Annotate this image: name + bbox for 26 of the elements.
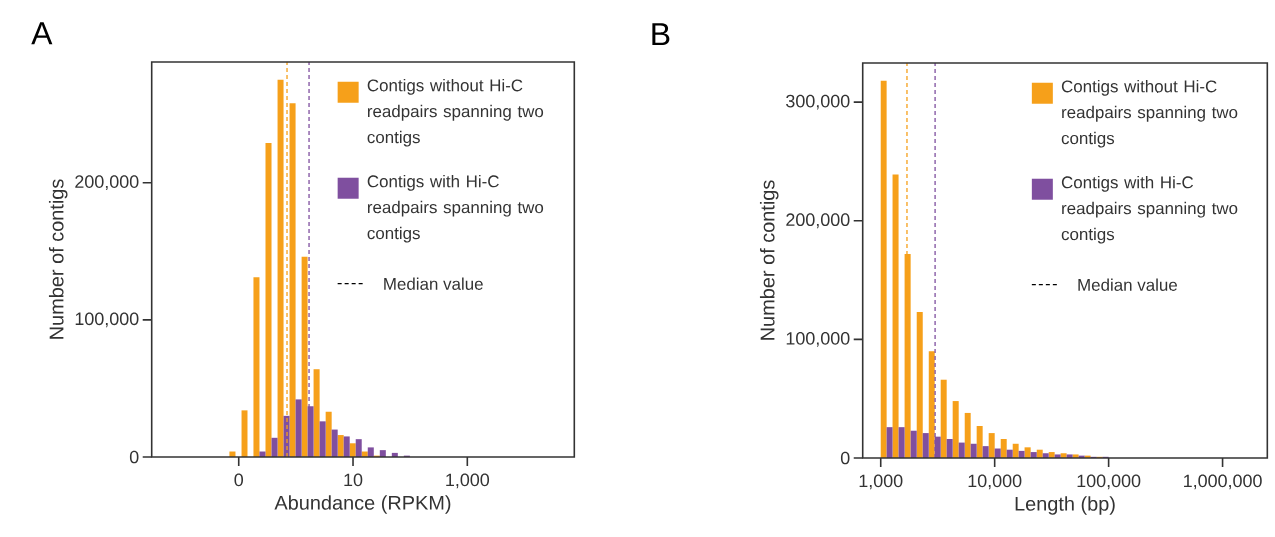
y-tick-label: 0 <box>129 450 139 464</box>
x-tick-label: 10 <box>344 473 363 487</box>
legend-label: Contigs with Hi-C readpairs spanning two contigs <box>367 174 544 243</box>
y-tick-label: 100,000 <box>786 331 850 347</box>
x-tick-label: 0 <box>234 473 244 487</box>
y-tick-label: 200,000 <box>786 213 850 229</box>
y-tick-label: 200,000 <box>75 175 139 191</box>
y-tick-label: 0 <box>840 451 850 465</box>
y-tick-label: 100,000 <box>75 312 139 328</box>
x-tick-label: 1,000 <box>859 474 903 490</box>
chart-title: B <box>652 23 670 46</box>
chart-title: A <box>31 22 53 45</box>
x-tick-label: 1,000 <box>446 473 490 489</box>
annotation: Median value <box>384 277 483 290</box>
annotation: Median value <box>1078 278 1177 291</box>
y-axis-title: Number of contigs <box>48 179 68 339</box>
legend-label: Contigs without Hi-C readpairs spanning two contigs <box>1061 79 1238 148</box>
x-axis-title: Length (bp) <box>1015 496 1115 515</box>
x-axis-title: Abundance (RPKM) <box>274 495 451 514</box>
y-tick-label: 300,000 <box>786 94 850 110</box>
x-tick-label: 100,000 <box>1077 474 1141 490</box>
x-tick-label: 10,000 <box>968 474 1022 490</box>
legend-label: Contigs with Hi-C readpairs spanning two contigs <box>1061 175 1238 244</box>
legend-label: Contigs without Hi-C readpairs spanning two contigs <box>367 78 544 147</box>
y-axis-title: Number of contigs <box>759 180 779 340</box>
x-tick-label: 1,000,000 <box>1184 474 1262 490</box>
